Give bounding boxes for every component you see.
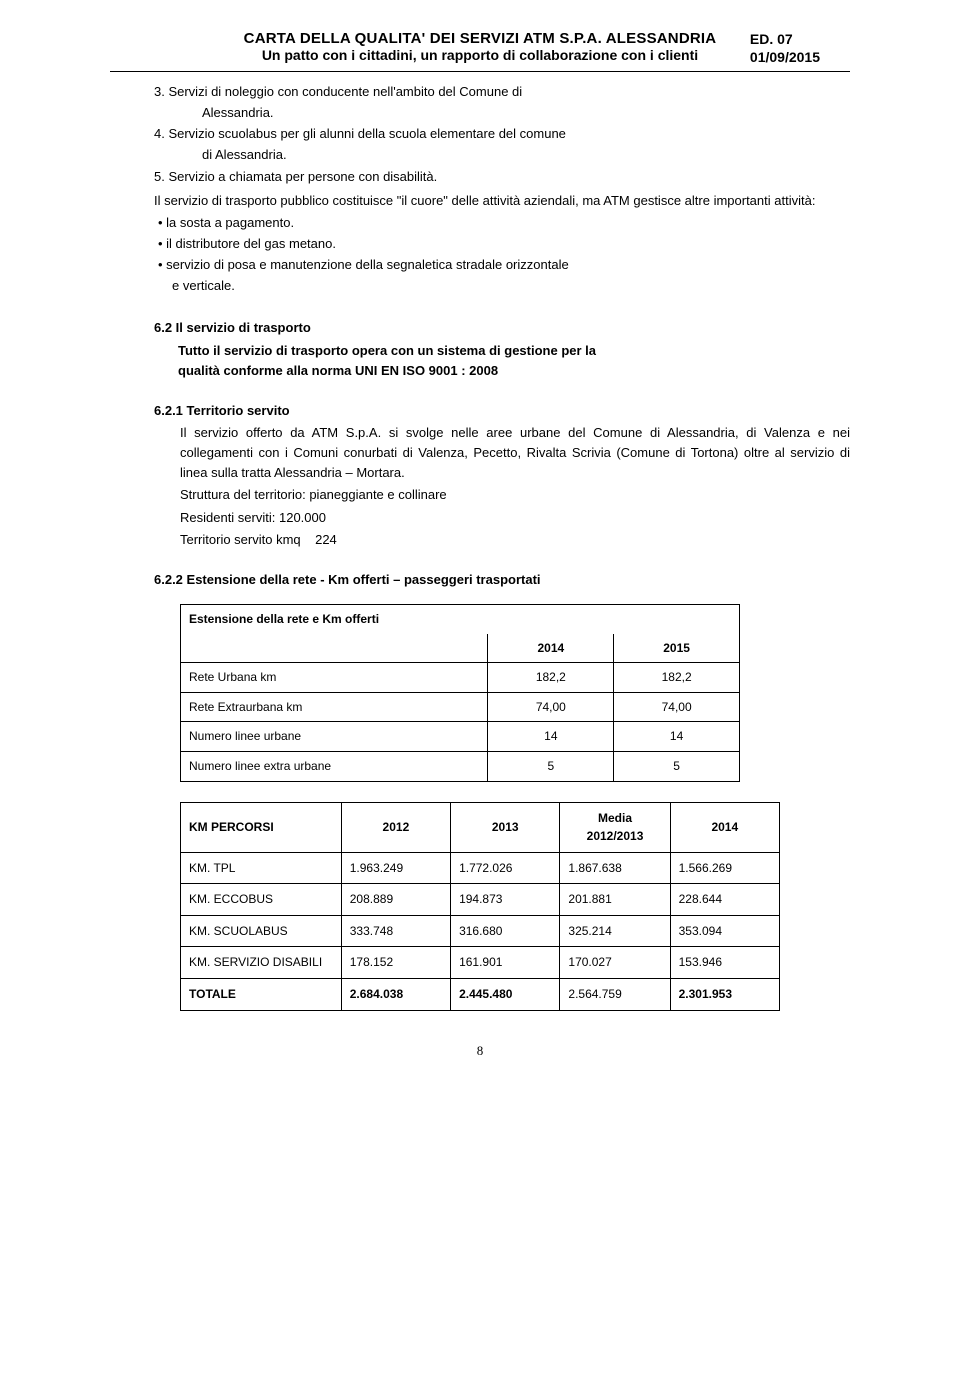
table1-year-1: 2015 — [614, 634, 740, 663]
cell-value: 182,2 — [488, 663, 614, 693]
cell-value: 2.564.759 — [560, 979, 670, 1011]
cell-value: 228.644 — [670, 884, 779, 916]
territory-p3: Residenti serviti: 120.000 — [110, 508, 850, 528]
cell-label: KM. SCUOLABUS — [181, 915, 342, 947]
cell-value: 353.094 — [670, 915, 779, 947]
header-subtitle: Un patto con i cittadini, un rapporto di… — [110, 47, 850, 63]
cell-value: 170.027 — [560, 947, 670, 979]
list-item-5: 5. Servizio a chiamata per persone con d… — [110, 167, 850, 187]
page-header: CARTA DELLA QUALITA' DEI SERVIZI ATM S.P… — [110, 30, 850, 63]
table-row: KM. TPL 1.963.249 1.772.026 1.867.638 1.… — [181, 852, 780, 884]
cell-value: 1.772.026 — [451, 852, 560, 884]
bullet-2: • il distributore del gas metano. — [110, 234, 850, 254]
cell-value: 2.445.480 — [451, 979, 560, 1011]
cell-label: Numero linee extra urbane — [181, 751, 488, 781]
intro-paragraph: Il servizio di trasporto pubblico costit… — [110, 191, 850, 211]
heading-6-2-1: 6.2.1 Territorio servito — [154, 401, 850, 421]
page-number: 8 — [110, 1041, 850, 1061]
th-2013: 2013 — [451, 802, 560, 852]
cell-value: 161.901 — [451, 947, 560, 979]
header-title: CARTA DELLA QUALITA' DEI SERVIZI ATM S.P… — [110, 30, 850, 47]
cell-value: 74,00 — [488, 692, 614, 722]
table-row: KM. ECCOBUS 208.889 194.873 201.881 228.… — [181, 884, 780, 916]
cell-value: 333.748 — [341, 915, 450, 947]
territory-p2: Struttura del territorio: pianeggiante e… — [110, 485, 850, 505]
cell-value: 1.963.249 — [341, 852, 450, 884]
table-row: KM. SCUOLABUS 333.748 316.680 325.214 35… — [181, 915, 780, 947]
header-meta: ED. 07 01/09/2015 — [750, 30, 820, 66]
cell-value: 153.946 — [670, 947, 779, 979]
heading-6-2: 6.2 Il servizio di trasporto — [154, 318, 850, 338]
th-2014: 2014 — [670, 802, 779, 852]
list-item-3: 3. Servizi di noleggio con conducente ne… — [110, 82, 850, 102]
cell-value: 5 — [488, 751, 614, 781]
document-page: CARTA DELLA QUALITA' DEI SERVIZI ATM S.P… — [0, 0, 960, 1392]
edition-label: ED. 07 — [750, 30, 820, 48]
cell-label: Rete Urbana km — [181, 663, 488, 693]
cell-value: 5 — [614, 751, 740, 781]
date-label: 01/09/2015 — [750, 48, 820, 66]
cell-value: 1.867.638 — [560, 852, 670, 884]
bullet-3a: • servizio di posa e manutenzione della … — [110, 255, 850, 275]
cell-value: 2.684.038 — [341, 979, 450, 1011]
bullet-1: • la sosta a pagamento. — [110, 213, 850, 233]
cell-value: 14 — [488, 722, 614, 752]
table-row: KM. SERVIZIO DISABILI 178.152 161.901 17… — [181, 947, 780, 979]
bold-para-2: qualità conforme alla norma UNI EN ISO 9… — [110, 361, 850, 381]
cell-value: 208.889 — [341, 884, 450, 916]
table1-title: Estensione della rete e Km offerti — [181, 604, 740, 633]
table-row-total: TOTALE 2.684.038 2.445.480 2.564.759 2.3… — [181, 979, 780, 1011]
territory-p1: Il servizio offerto da ATM S.p.A. si svo… — [110, 423, 850, 483]
cell-value: 325.214 — [560, 915, 670, 947]
cell-value: 14 — [614, 722, 740, 752]
bold-para-1: Tutto il servizio di trasporto opera con… — [110, 341, 850, 361]
cell-label: Rete Extraurbana km — [181, 692, 488, 722]
list-item-3b: Alessandria. — [110, 103, 850, 123]
th-media: Media 2012/2013 — [560, 802, 670, 852]
cell-label: KM. SERVIZIO DISABILI — [181, 947, 342, 979]
bullet-3b: e verticale. — [110, 276, 850, 296]
cell-label: KM. ECCOBUS — [181, 884, 342, 916]
table-km-percorsi: KM PERCORSI 2012 2013 Media 2012/2013 20… — [180, 802, 780, 1011]
table-row: Rete Urbana km 182,2 182,2 — [181, 663, 740, 693]
table-row: Numero linee urbane 14 14 — [181, 722, 740, 752]
cell-value: 2.301.953 — [670, 979, 779, 1011]
body-content: 3. Servizi di noleggio con conducente ne… — [110, 82, 850, 1061]
table-row: Rete Extraurbana km 74,00 74,00 — [181, 692, 740, 722]
table-estensione: Estensione della rete e Km offerti 2014 … — [180, 604, 740, 782]
list-item-4: 4. Servizio scuolabus per gli alunni del… — [110, 124, 850, 144]
th-2012: 2012 — [341, 802, 450, 852]
header-divider — [110, 71, 850, 72]
table1-year-0: 2014 — [488, 634, 614, 663]
cell-label: KM. TPL — [181, 852, 342, 884]
list-item-4b: di Alessandria. — [110, 145, 850, 165]
cell-value: 316.680 — [451, 915, 560, 947]
cell-value: 1.566.269 — [670, 852, 779, 884]
territory-p4: Territorio servito kmq 224 — [110, 530, 850, 550]
cell-value: 201.881 — [560, 884, 670, 916]
cell-value: 182,2 — [614, 663, 740, 693]
cell-value: 74,00 — [614, 692, 740, 722]
cell-value: 178.152 — [341, 947, 450, 979]
table-row: Numero linee extra urbane 5 5 — [181, 751, 740, 781]
th-km: KM PERCORSI — [181, 802, 342, 852]
heading-6-2-2: 6.2.2 Estensione della rete - Km offerti… — [154, 570, 850, 590]
cell-label: TOTALE — [181, 979, 342, 1011]
cell-value: 194.873 — [451, 884, 560, 916]
cell-label: Numero linee urbane — [181, 722, 488, 752]
